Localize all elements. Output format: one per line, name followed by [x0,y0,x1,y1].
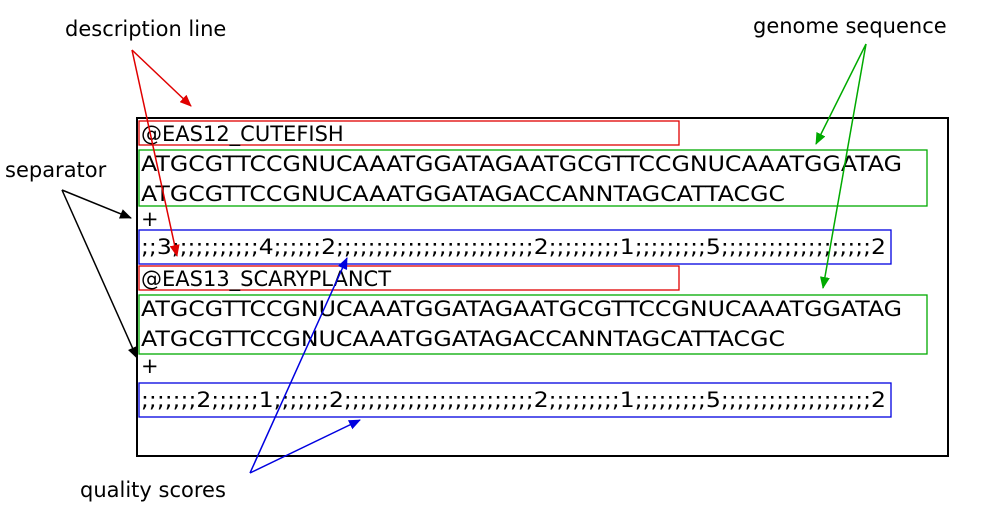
record-1-separator: + [141,207,159,231]
description-box-2 [138,265,680,291]
record-1-seq-line-2: ATGCGTTCCGNUCAAATGGATAGACCANNTAGCATTACGC [141,182,785,206]
record-2-seq-line-1: ATGCGTTCCGNUCAAATGGATAGAATGCGTTCCGNUCAAA… [141,297,902,321]
record-2-separator: + [141,354,159,378]
description-box-1 [138,120,680,146]
separator-label: separator [5,158,107,182]
genome-box-2 [138,294,928,355]
description-arrow-2 [131,49,180,257]
record-2-id: @EAS13_SCARYPLANCT [141,267,391,292]
record-1-id: @EAS12_CUTEFISH [141,122,344,147]
genome-sequence-label: genome sequence [753,14,947,38]
quality-scores-label: quality scores [80,478,226,502]
quality-box-1 [138,229,892,265]
record-2-seq-line-2: ATGCGTTCCGNUCAAATGGATAGACCANNTAGCATTACGC [141,327,785,351]
quality-arrow-1 [249,257,348,474]
genome-arrow-1 [815,43,867,145]
fastq-frame [136,117,949,457]
description-arrow-1 [131,49,192,107]
genome-box-1 [138,149,928,207]
quality-box-2 [138,382,892,418]
genome-arrow-2 [819,43,867,289]
record-1-quality: ;;3;;;;;;;;;;;4;;;;;;2;;;;;;;;;;;;;;;;;;… [141,235,886,259]
separator-arrow-2 [61,189,138,359]
separator-arrow-1 [61,189,132,219]
record-2-quality: ;;;;;;;2;;;;;;1;;;;;;;2;;;;;;;;;;;;;;;;;… [141,388,886,412]
description-line-label: description line [65,17,226,41]
quality-arrow-2 [249,419,361,474]
record-1-seq-line-1: ATGCGTTCCGNUCAAATGGATAGAATGCGTTCCGNUCAAA… [141,152,902,176]
